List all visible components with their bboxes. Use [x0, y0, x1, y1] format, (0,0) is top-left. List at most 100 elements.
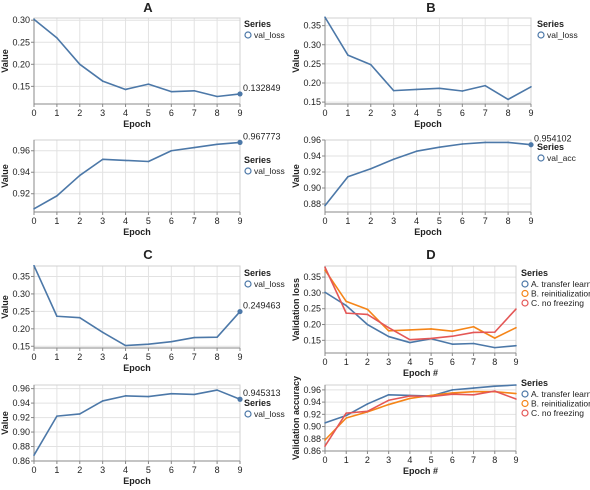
y-axis-label: Validation accuracy — [291, 376, 301, 460]
data-point — [392, 89, 395, 92]
data-point — [387, 393, 390, 396]
end-point-marker — [237, 308, 243, 315]
chart-A-acc: 0 1 2 3 4 5 6 7 8 9 0.92 0.94 0.96 Epoch Value 0.967773… — [0, 131, 285, 237]
y-tick-label: 0.15 — [12, 81, 30, 91]
x-tick-label: 0 — [322, 216, 327, 226]
legend-symbol — [521, 409, 529, 417]
x-tick-label: 4 — [407, 455, 412, 465]
legend-symbol — [521, 390, 529, 398]
x-tick-label: 3 — [100, 352, 105, 362]
x-tick-label: 2 — [368, 216, 373, 226]
data-point — [124, 88, 127, 91]
data-point — [515, 308, 517, 310]
legend-label: val_loss — [254, 409, 285, 419]
y-tick-label: 0.15 — [303, 335, 321, 345]
x-tick-label: 9 — [528, 108, 533, 118]
data-point — [430, 395, 432, 398]
x-tick-label: 3 — [391, 216, 396, 226]
series-line — [324, 16, 532, 101]
data-point — [472, 331, 475, 334]
x-axis-label: Epoch — [123, 119, 151, 129]
data-point — [507, 141, 509, 144]
x-tick-label: 2 — [368, 108, 373, 118]
x-tick-label: 1 — [54, 465, 59, 475]
panel-title-a: A — [143, 0, 153, 15]
y-tick-label: 0.96 — [303, 135, 321, 145]
x-axis-label: Epoch # — [403, 368, 438, 378]
y-axis-label: Value — [0, 411, 10, 435]
data-point — [451, 393, 454, 395]
series-line — [33, 389, 241, 456]
x-tick-label: 1 — [54, 108, 59, 118]
y-tick-label: 0.20 — [12, 59, 30, 69]
series-line — [33, 141, 241, 210]
data-point — [78, 174, 81, 177]
legend-symbol — [521, 399, 529, 408]
end-point-marker — [237, 91, 243, 97]
data-point — [472, 387, 475, 389]
y-tick-label: 0.94 — [303, 397, 321, 407]
series-line — [324, 291, 517, 349]
x-tick-label: 5 — [146, 216, 151, 226]
x-tick-label: 5 — [437, 216, 442, 226]
data-point — [507, 98, 509, 101]
data-point — [366, 410, 369, 413]
data-point — [472, 325, 475, 328]
x-tick-label: 3 — [386, 357, 391, 367]
legend-title: Series — [521, 268, 548, 278]
data-point — [216, 389, 218, 391]
data-point — [216, 95, 218, 98]
series-line — [324, 269, 517, 339]
x-tick-label: 7 — [471, 357, 476, 367]
x-tick-label: 5 — [146, 108, 151, 118]
data-point — [392, 158, 395, 160]
x-tick-label: 7 — [192, 108, 197, 118]
end-value-label: 0.132849 — [243, 83, 281, 93]
data-point — [451, 335, 454, 338]
data-point — [472, 393, 475, 396]
end-point-marker — [237, 139, 243, 145]
legend-symbol — [244, 410, 252, 418]
y-tick-label: 0.35 — [303, 21, 321, 31]
end-point-marker — [528, 142, 534, 148]
data-point — [170, 340, 173, 343]
x-tick-label: 5 — [146, 465, 151, 475]
data-point — [430, 337, 432, 340]
data-point — [438, 87, 441, 90]
data-point — [493, 346, 496, 349]
data-point — [515, 392, 517, 395]
y-tick-label: 0.96 — [12, 146, 30, 156]
x-tick-label: 3 — [386, 455, 391, 465]
y-tick-label: 0.88 — [303, 199, 321, 209]
legend-title: Series — [244, 19, 271, 29]
data-point — [324, 204, 326, 207]
x-tick-label: 7 — [483, 108, 488, 118]
y-tick-label: 0.92 — [303, 409, 321, 419]
data-point — [493, 337, 496, 339]
y-tick-label: 0.96 — [12, 384, 30, 394]
x-tick-label: 6 — [169, 352, 174, 362]
data-point — [193, 146, 196, 149]
data-point — [461, 90, 464, 92]
data-point — [78, 316, 81, 319]
data-point — [56, 195, 58, 197]
legend-symbol — [244, 167, 252, 175]
legend-title: Series — [244, 268, 271, 278]
data-point — [56, 37, 58, 39]
data-point — [493, 331, 496, 333]
data-point — [101, 158, 104, 161]
x-tick-label: 9 — [237, 465, 242, 475]
chart-C-loss: 0 1 2 3 4 5 6 7 8 9 0.15 0.20 0.25 0.30 0.35 Epoch Value… — [0, 264, 285, 373]
data-point — [515, 344, 517, 347]
y-tick-label: 0.30 — [12, 289, 30, 299]
legend-label: A. transfer learning — [531, 389, 590, 399]
x-tick-label: 9 — [513, 357, 518, 367]
x-tick-label: 9 — [237, 216, 242, 226]
data-point — [530, 86, 532, 88]
data-point — [101, 400, 104, 402]
y-tick-label: 0.30 — [303, 40, 321, 50]
data-point — [409, 341, 411, 344]
x-tick-label: 6 — [169, 465, 174, 475]
data-point — [170, 392, 173, 395]
